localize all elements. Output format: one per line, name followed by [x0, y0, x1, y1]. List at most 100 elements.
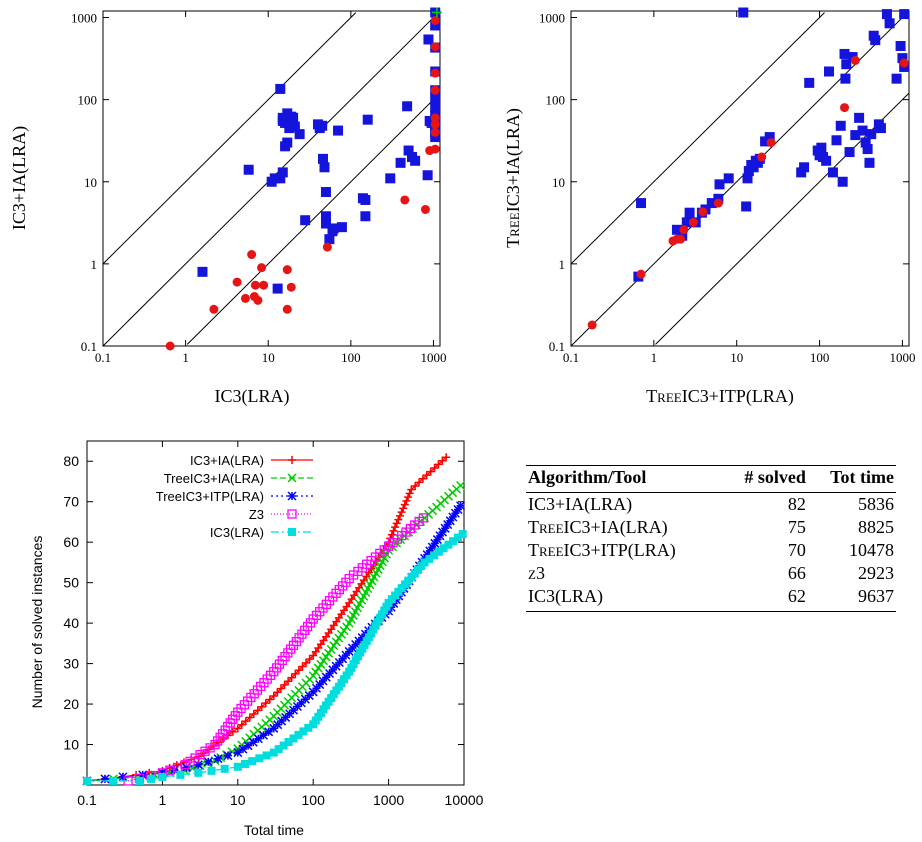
series-marker: [399, 504, 408, 513]
circle-point: [430, 68, 440, 78]
series-marker: [255, 754, 264, 763]
circle-point: [636, 269, 646, 279]
series-marker: [448, 512, 458, 522]
series-marker: [291, 669, 300, 678]
square-point: [738, 7, 749, 18]
series-marker: [135, 776, 144, 785]
x-tick-label: 1000: [889, 350, 915, 365]
table-row: z3 66 2923: [526, 562, 896, 585]
series-marker: [193, 760, 203, 770]
square-point: [850, 130, 861, 141]
series-marker: [287, 509, 297, 519]
y-tick-label: 50: [63, 575, 79, 591]
series-marker: [237, 720, 246, 729]
circle-point: [400, 195, 410, 205]
circle-point: [253, 295, 263, 305]
circle-point: [587, 320, 597, 330]
circle-point: [286, 282, 296, 292]
circle-point: [247, 250, 257, 260]
square-point: [277, 167, 288, 178]
diagonal-line: [102, 12, 357, 265]
series-marker: [384, 606, 394, 616]
series-lines: [82, 453, 467, 786]
series-marker: [426, 467, 435, 476]
series-marker: [439, 544, 448, 553]
circle-point: [209, 304, 219, 314]
tool-name: TreeIC3+ITP(LRA): [528, 540, 676, 560]
square-point: [402, 101, 413, 112]
series-marker: [442, 453, 451, 462]
circle-point: [850, 55, 860, 65]
diagonal-line: [186, 92, 441, 345]
circle-point: [165, 341, 175, 351]
series-marker: [445, 516, 455, 526]
plot-frame: [102, 10, 441, 347]
series-marker: [407, 485, 416, 494]
series-marker: [456, 480, 466, 491]
circle-point: [430, 85, 440, 95]
square-point: [636, 198, 647, 209]
series-marker: [269, 691, 278, 700]
series-marker: [425, 554, 434, 563]
circle-point: [257, 263, 267, 273]
tool-name: TreeIC3+IA(LRA): [528, 517, 668, 537]
header-time: Tot time: [830, 467, 894, 487]
series-marker: [83, 776, 91, 785]
series-marker: [248, 757, 257, 766]
x-tick-label: 1000: [420, 350, 446, 365]
y-tick-label: 100: [78, 93, 98, 108]
square-point: [884, 18, 895, 29]
legend-label: TreeIC3+IA(LRA): [164, 471, 264, 486]
results-table: Algorithm/Tool # solved Tot time IC3+IA(…: [526, 465, 896, 612]
square-point: [827, 167, 838, 178]
circle-point: [679, 225, 689, 235]
series-marker: [392, 519, 401, 528]
data-points: [165, 7, 442, 351]
series-marker: [233, 724, 242, 733]
series-marker: [158, 772, 167, 781]
series-marker: [273, 688, 282, 697]
square-point: [284, 123, 295, 134]
square-point: [320, 187, 331, 198]
solved-count: 62: [722, 585, 808, 612]
circle-point: [240, 293, 250, 303]
series-marker: [453, 533, 462, 542]
series-marker: [257, 702, 266, 711]
circle-point: [282, 304, 292, 314]
series-marker: [289, 734, 298, 743]
x-tick-label: 0.1: [563, 350, 579, 365]
y-axis-label: IC3+IA(LRA): [9, 126, 30, 230]
square-point: [835, 120, 846, 131]
y-tick-label: 10: [552, 175, 565, 190]
series-marker: [430, 538, 440, 548]
square-point: [816, 142, 827, 153]
series-marker: [415, 478, 424, 487]
square-point: [430, 132, 441, 143]
series-marker: [456, 501, 466, 511]
square-point: [764, 132, 775, 143]
series-marker: [425, 546, 435, 556]
circle-point: [840, 103, 850, 113]
series-marker: [298, 662, 307, 671]
series-marker: [287, 673, 296, 682]
series-marker: [420, 558, 429, 567]
legend: IC3+IA(LRA) TreeIC3+IA(LRA) TreeIC3+ITP(LR…: [156, 453, 313, 540]
square-point: [824, 66, 835, 77]
series-marker: [147, 774, 156, 783]
y-tick-labels: 0.1 1 10 100 1000: [539, 11, 909, 354]
series-marker: [386, 602, 396, 612]
y-tick-label: 1000: [71, 11, 97, 26]
x-axis-label: IC3(LRA): [215, 386, 290, 407]
square-point: [336, 222, 347, 233]
header-solved: # solved: [744, 467, 806, 487]
series-marker: [276, 684, 285, 693]
square-point: [862, 144, 873, 155]
square-point: [319, 162, 330, 173]
square-point: [294, 129, 305, 140]
series-marker: [411, 481, 420, 490]
series-marker: [157, 768, 167, 778]
series-marker: [233, 748, 243, 758]
cross-point: [431, 7, 442, 18]
square-point: [857, 125, 868, 136]
square-point: [870, 35, 881, 46]
